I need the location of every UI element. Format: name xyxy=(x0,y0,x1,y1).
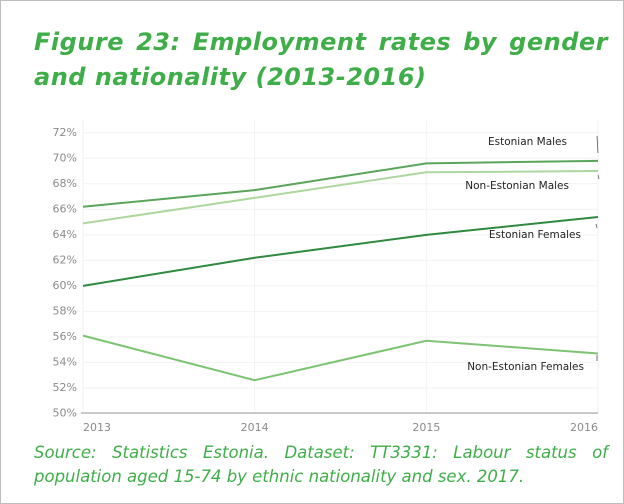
y-tick-label: 56% xyxy=(53,330,77,343)
figure-title: Figure 23: Employment rates by gender an… xyxy=(34,28,608,91)
y-tick-label: 64% xyxy=(53,228,77,241)
series-label: Estonian Males xyxy=(488,136,567,148)
y-tick-label: 58% xyxy=(53,304,77,317)
series-line xyxy=(82,170,599,225)
series-label: Non-Estonian Females xyxy=(467,361,584,373)
y-tick-label: 52% xyxy=(53,381,77,394)
label-leader xyxy=(597,174,600,180)
y-tick-label: 72% xyxy=(53,126,77,139)
x-tick-label: 2016 xyxy=(570,421,598,434)
y-tick-label: 66% xyxy=(53,202,77,215)
series-label: Non-Estonian Males xyxy=(465,180,569,192)
y-tick-label: 50% xyxy=(53,406,77,419)
series-label: Estonian Females xyxy=(489,229,581,241)
series-line xyxy=(82,159,599,208)
source-note: Source: Statistics Estonia. Dataset: TT3… xyxy=(34,443,608,486)
y-tick-label: 62% xyxy=(53,253,77,266)
x-tick-label: 2015 xyxy=(412,421,440,434)
chart: 50% 52% 54% 56% 58% 60% 62% 64% 66% 68% 70% 72% 2013… xyxy=(53,120,600,434)
x-tick-label: 2013 xyxy=(83,421,111,434)
series-line xyxy=(82,215,599,287)
label-leader xyxy=(595,223,598,229)
x-tick-label: 2014 xyxy=(241,421,269,434)
y-tick-label: 60% xyxy=(53,279,77,292)
y-tick-label: 70% xyxy=(53,151,77,164)
y-tick-label: 54% xyxy=(53,355,77,368)
label-leader xyxy=(596,135,599,154)
series-line xyxy=(82,334,599,382)
y-tick-label: 68% xyxy=(53,177,77,190)
